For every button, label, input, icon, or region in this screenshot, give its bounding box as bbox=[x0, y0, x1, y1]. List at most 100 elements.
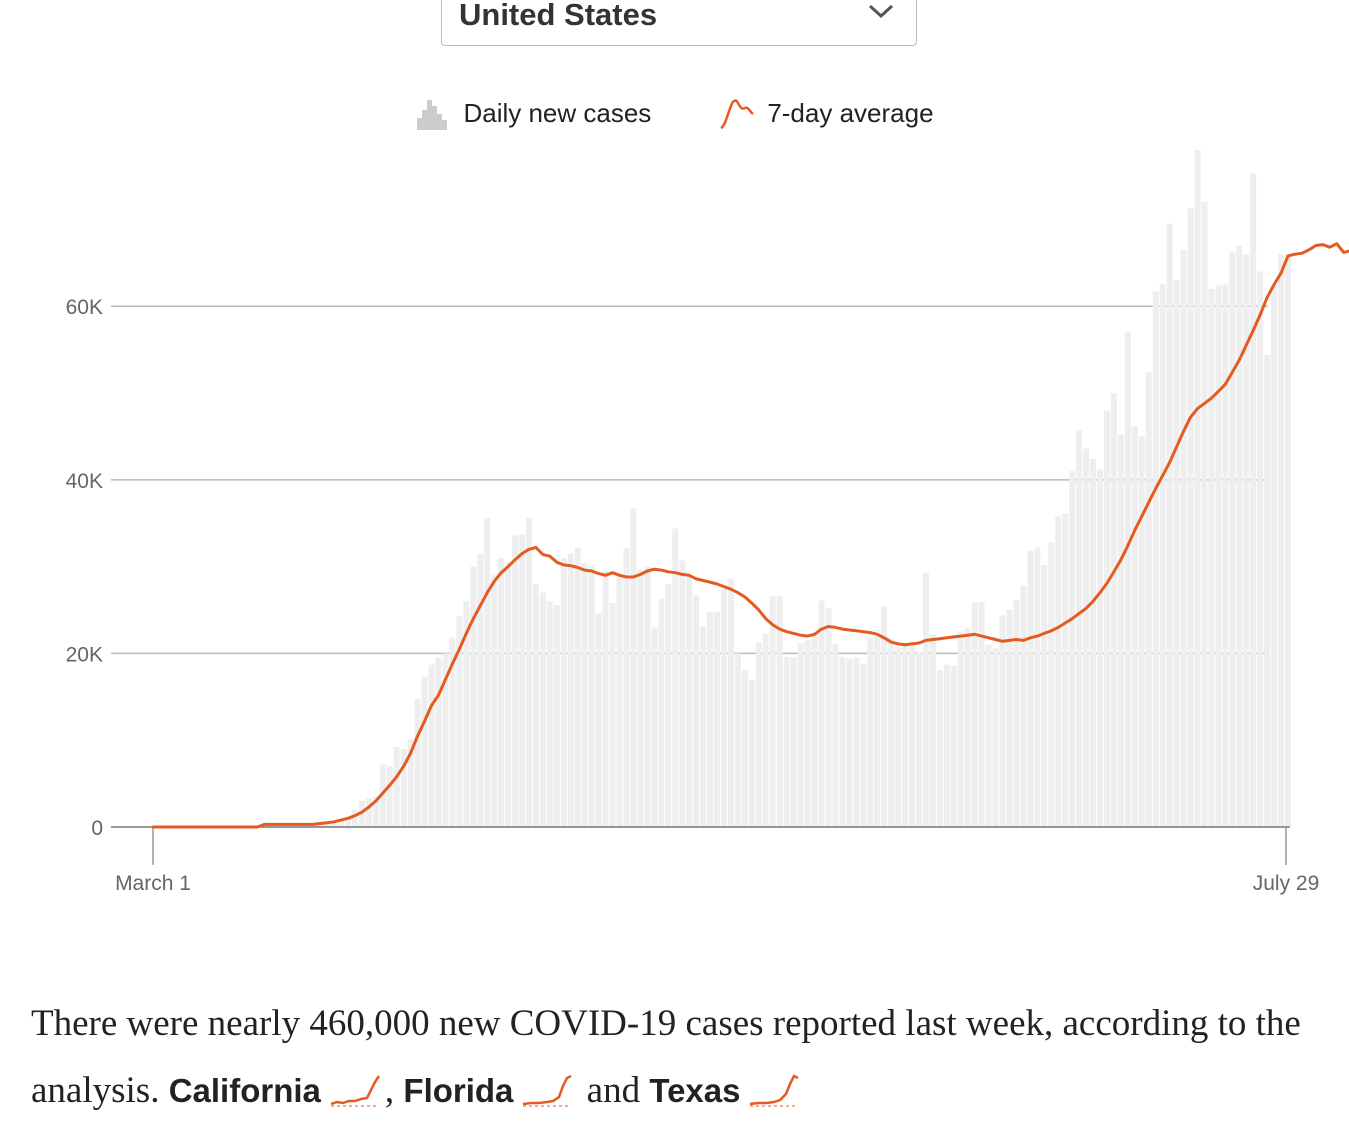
daily-cases-bar bbox=[637, 569, 644, 827]
caption-paragraph: There were nearly 460,000 new COVID-19 c… bbox=[31, 990, 1331, 1124]
daily-cases-bar bbox=[379, 764, 386, 827]
daily-cases-bar bbox=[818, 600, 825, 827]
caption-separator-1: , bbox=[384, 1070, 404, 1111]
daily-cases-bar bbox=[324, 823, 331, 827]
daily-cases-bar bbox=[1117, 434, 1124, 827]
daily-cases-bar bbox=[470, 566, 477, 827]
daily-cases-bar bbox=[1083, 448, 1090, 827]
daily-cases-bar bbox=[338, 820, 345, 827]
daily-cases-bar bbox=[804, 640, 811, 827]
daily-cases-bar bbox=[1138, 436, 1145, 827]
state-texas: Texas bbox=[649, 1072, 741, 1109]
y-tick-label: 40K bbox=[66, 470, 103, 493]
daily-cases-bar bbox=[651, 627, 658, 827]
daily-cases-bar bbox=[999, 615, 1006, 827]
region-select[interactable]: United States bbox=[441, 0, 917, 46]
daily-cases-bar bbox=[456, 616, 463, 827]
daily-cases-bar bbox=[414, 698, 421, 827]
daily-cases-bar bbox=[449, 637, 456, 827]
daily-cases-bar bbox=[888, 637, 895, 827]
daily-cases-bar bbox=[929, 634, 936, 827]
daily-cases-bar bbox=[574, 547, 581, 827]
daily-cases-bar bbox=[734, 653, 741, 827]
daily-cases-bar bbox=[609, 603, 616, 827]
florida-trend-sparkline-icon bbox=[523, 1074, 572, 1107]
daily-cases-bar bbox=[477, 553, 484, 827]
daily-cases-bar bbox=[442, 653, 449, 827]
daily-cases-bar bbox=[505, 562, 512, 827]
legend-item-7-day-average: 7-day average bbox=[719, 96, 934, 130]
daily-cases-bar bbox=[1187, 208, 1194, 827]
daily-cases-bar bbox=[1285, 254, 1291, 828]
state-florida: Florida bbox=[403, 1072, 514, 1109]
legend-label-daily-new-cases: Daily new cases bbox=[463, 97, 652, 128]
daily-cases-bar bbox=[331, 821, 338, 827]
daily-cases-bar bbox=[992, 648, 999, 827]
y-tick-label: 0 bbox=[91, 817, 103, 840]
daily-cases-bar bbox=[539, 592, 546, 827]
legend-item-daily-new-cases: Daily new cases bbox=[415, 96, 651, 130]
chevron-down-icon[interactable] bbox=[866, 1, 896, 26]
daily-cases-bar bbox=[1152, 291, 1159, 827]
bar-histogram-icon bbox=[417, 100, 448, 130]
daily-cases-bar bbox=[971, 602, 978, 827]
daily-cases-bars bbox=[261, 150, 1291, 828]
daily-cases-bar bbox=[1090, 458, 1097, 827]
daily-cases-bar bbox=[512, 535, 519, 827]
texas-trend-sparkline-icon bbox=[750, 1074, 800, 1107]
daily-cases-bar bbox=[630, 508, 637, 827]
daily-cases-bar bbox=[881, 606, 888, 827]
daily-cases-bar bbox=[1131, 426, 1138, 827]
daily-cases-bar bbox=[1062, 513, 1069, 827]
line-sparkline-icon bbox=[720, 99, 755, 130]
daily-cases-bar bbox=[776, 596, 783, 827]
daily-cases-bar bbox=[365, 798, 372, 827]
daily-cases-bar bbox=[1236, 245, 1243, 827]
daily-cases-bar bbox=[484, 518, 491, 827]
daily-cases-bar bbox=[846, 658, 853, 827]
daily-cases-bar bbox=[1278, 254, 1285, 828]
daily-cases-bar bbox=[1201, 202, 1208, 828]
daily-cases-bar bbox=[665, 583, 672, 827]
caption-separator-2: and bbox=[577, 1070, 650, 1111]
daily-cases-bar bbox=[964, 628, 971, 827]
cases-chart: 0 20K 40K 60K March 1 July 29 bbox=[66, 150, 1349, 895]
daily-cases-bar bbox=[386, 766, 393, 827]
daily-cases-bar bbox=[874, 636, 881, 827]
daily-cases-bar bbox=[853, 657, 860, 827]
daily-cases-bar bbox=[825, 608, 832, 827]
daily-cases-bar bbox=[317, 824, 324, 827]
tick-labels: 0 20K 40K 60K March 1 July 29 bbox=[66, 296, 1320, 895]
region-select-value: United States bbox=[459, 0, 658, 32]
daily-cases-bar bbox=[867, 637, 874, 827]
daily-cases-bar bbox=[1222, 284, 1229, 827]
daily-cases-bar bbox=[623, 548, 630, 827]
y-tick-label: 60K bbox=[66, 296, 103, 319]
daily-cases-bar bbox=[526, 518, 533, 827]
daily-cases-bar bbox=[839, 656, 846, 827]
daily-cases-bar bbox=[1069, 471, 1076, 827]
seven-day-average-line bbox=[151, 242, 1349, 829]
daily-cases-bar bbox=[1110, 393, 1117, 827]
daily-cases-bar bbox=[546, 601, 553, 827]
daily-cases-bar bbox=[519, 534, 526, 827]
daily-cases-bar bbox=[915, 652, 922, 827]
daily-cases-bar bbox=[936, 669, 943, 827]
daily-cases-bar bbox=[1159, 283, 1166, 827]
daily-cases-bar bbox=[1048, 542, 1055, 827]
daily-cases-bar bbox=[727, 578, 734, 827]
daily-cases-bar bbox=[658, 598, 665, 827]
california-trend-sparkline-icon bbox=[330, 1075, 380, 1107]
daily-cases-bar bbox=[978, 602, 985, 827]
daily-cases-bar bbox=[372, 796, 379, 827]
daily-cases-bar bbox=[1006, 610, 1013, 827]
y-tick-label: 20K bbox=[66, 643, 103, 666]
daily-cases-bar bbox=[616, 575, 623, 827]
daily-cases-bar bbox=[1257, 271, 1264, 827]
caption-text: There were nearly 460,000 new COVID-19 c… bbox=[31, 1003, 1301, 1111]
daily-cases-bar bbox=[498, 557, 505, 827]
state-california: California bbox=[168, 1072, 321, 1109]
daily-cases-bar bbox=[1243, 254, 1250, 828]
daily-cases-bar bbox=[741, 669, 748, 827]
x-tick-label-start: March 1 bbox=[115, 872, 191, 895]
